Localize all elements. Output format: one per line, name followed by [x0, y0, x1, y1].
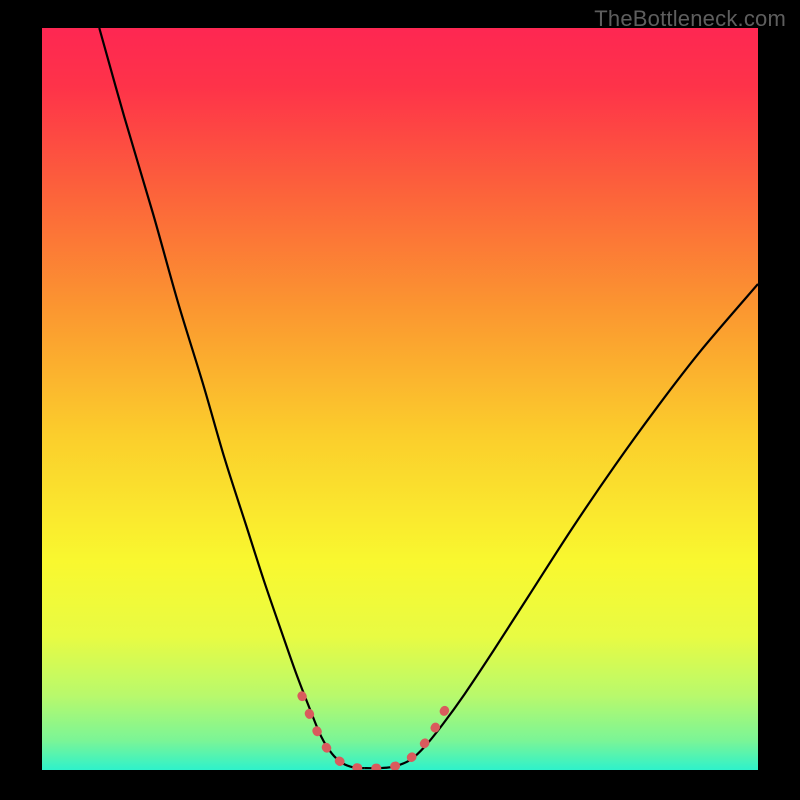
gradient-plot-area — [42, 28, 758, 770]
watermark-text: TheBottleneck.com — [594, 6, 786, 32]
chart-canvas — [0, 0, 800, 800]
